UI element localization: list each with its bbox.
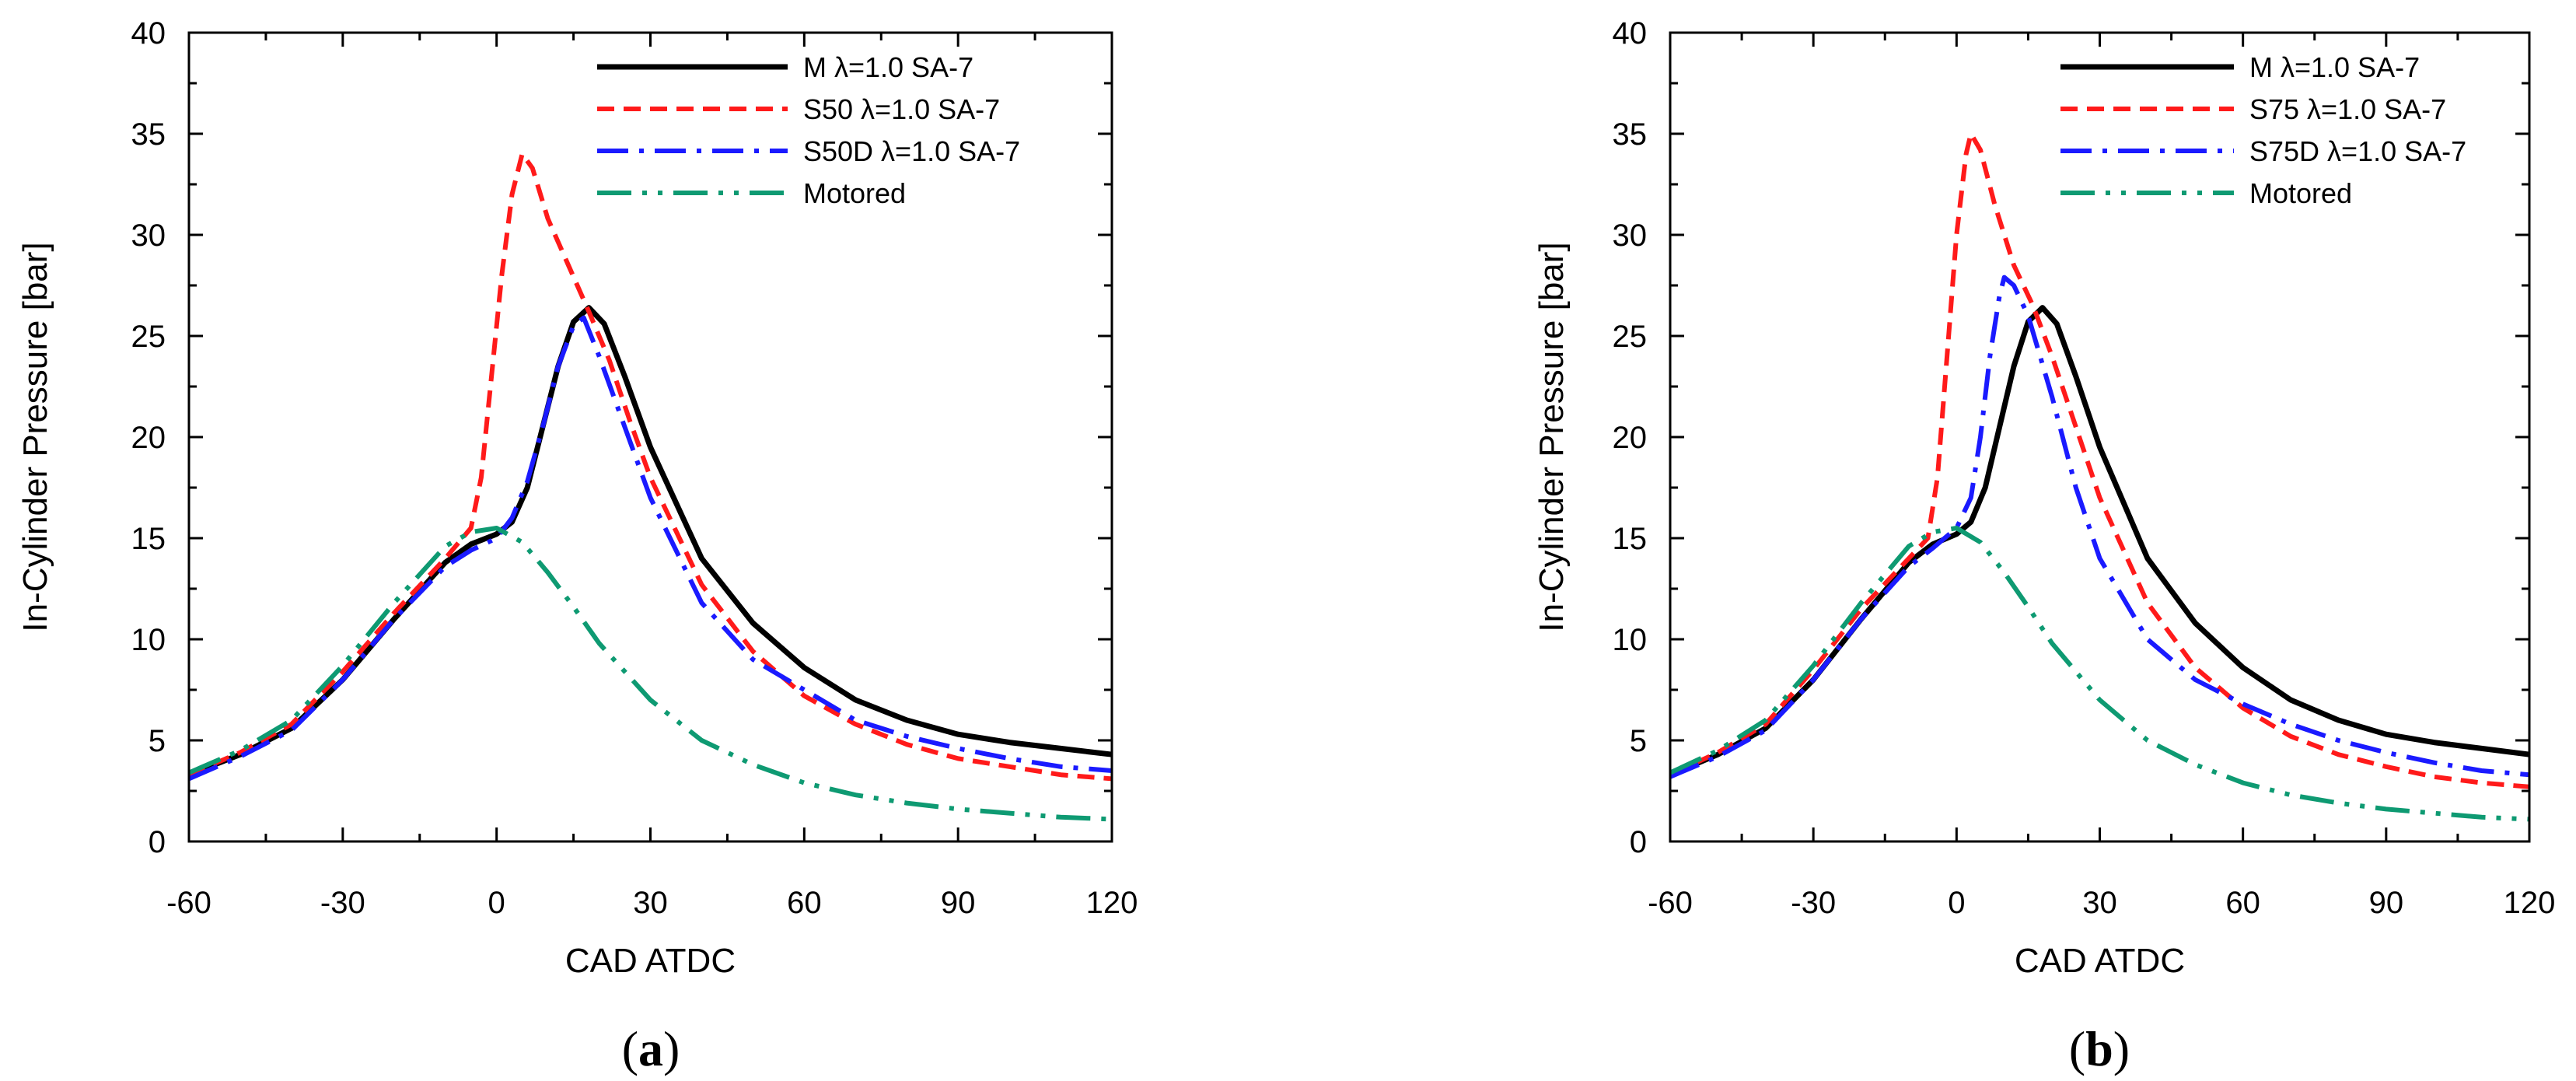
y-tick-label: 10 <box>1613 623 1648 657</box>
x-tick-label: -30 <box>1791 886 1836 920</box>
x-tick-label: 90 <box>941 886 976 920</box>
chart-panel-b: -60 -30 0 30 60 90 120 0 5 10 15 20 25 30 35 40 CAD ATDC… <box>1533 16 2555 1076</box>
y-tick-label: 40 <box>1613 16 1648 51</box>
chart-panel-a: -60 -30 0 30 60 90 120 0 5 10 15 20 25 30 35 40 CAD ATDC… <box>16 16 1138 1076</box>
series-line-4 <box>189 526 1112 822</box>
y-tick-label: 30 <box>131 219 166 253</box>
y-axis-title: In-Cylinder Pressure [bar] <box>1533 242 1571 631</box>
y-tick-label: 35 <box>131 117 166 152</box>
x-tick-label: 60 <box>2225 886 2260 920</box>
y-tick-label: 25 <box>131 320 166 354</box>
panel-label: (b) <box>2069 1021 2130 1076</box>
x-tick-label: -60 <box>1648 886 1693 920</box>
series-line-1 <box>189 305 1112 778</box>
y-tick-label: 25 <box>1613 320 1648 354</box>
legend-label: S75D λ=1.0 SA-7 <box>2249 135 2466 167</box>
legend-label: M λ=1.0 SA-7 <box>2249 51 2420 83</box>
y-tick-label: 5 <box>1630 724 1647 758</box>
x-tick-label: 120 <box>2504 886 2556 920</box>
x-tick-label: 0 <box>488 886 505 920</box>
x-tick-label: 0 <box>1948 886 1965 920</box>
x-tick-label: 60 <box>787 886 822 920</box>
x-tick-label: 90 <box>2369 886 2404 920</box>
y-tick-label: 35 <box>1613 117 1648 152</box>
legend-label: Motored <box>803 177 906 209</box>
y-tick-label: 0 <box>149 825 166 859</box>
x-axis-title: CAD ATDC <box>565 942 736 980</box>
y-tick-label: 15 <box>131 522 166 556</box>
legend-label: S50D λ=1.0 SA-7 <box>803 135 1020 167</box>
y-tick-label: 20 <box>1613 421 1648 455</box>
panel-label: (a) <box>622 1021 680 1076</box>
y-tick-label: 10 <box>131 623 166 657</box>
series-line-4 <box>1670 526 2529 822</box>
y-tick-label: 0 <box>1630 825 1647 859</box>
legend: M λ=1.0 SA-7 S50 λ=1.0 SA-7 S50D λ=1.0 SA-… <box>597 51 1020 209</box>
y-tick-label: 15 <box>1613 522 1648 556</box>
y-tick-label: 40 <box>131 16 166 51</box>
series-line-2 <box>189 152 1112 782</box>
legend-label: S50 λ=1.0 SA-7 <box>803 93 1000 125</box>
x-tick-label: 120 <box>1086 886 1138 920</box>
series-group <box>189 152 1112 822</box>
series-line-3 <box>1670 275 2529 779</box>
x-tick-label: 30 <box>633 886 668 920</box>
y-tick-label: 5 <box>149 724 166 758</box>
x-tick-label: -30 <box>320 886 365 920</box>
series-group <box>1670 131 2529 822</box>
series-line-2 <box>1670 131 2529 789</box>
x-axis-title: CAD ATDC <box>2015 942 2185 980</box>
legend: M λ=1.0 SA-7 S75 λ=1.0 SA-7 S75D λ=1.0 SA-… <box>2060 51 2466 209</box>
legend-label: M λ=1.0 SA-7 <box>803 51 973 83</box>
y-tick-label: 30 <box>1613 219 1648 253</box>
x-tick-label: -60 <box>166 886 211 920</box>
y-axis-title: In-Cylinder Pressure [bar] <box>16 242 54 631</box>
x-tick-label: 30 <box>2082 886 2117 920</box>
legend-label: S75 λ=1.0 SA-7 <box>2249 93 2446 125</box>
legend-label: Motored <box>2249 177 2352 209</box>
y-tick-label: 20 <box>131 421 166 455</box>
